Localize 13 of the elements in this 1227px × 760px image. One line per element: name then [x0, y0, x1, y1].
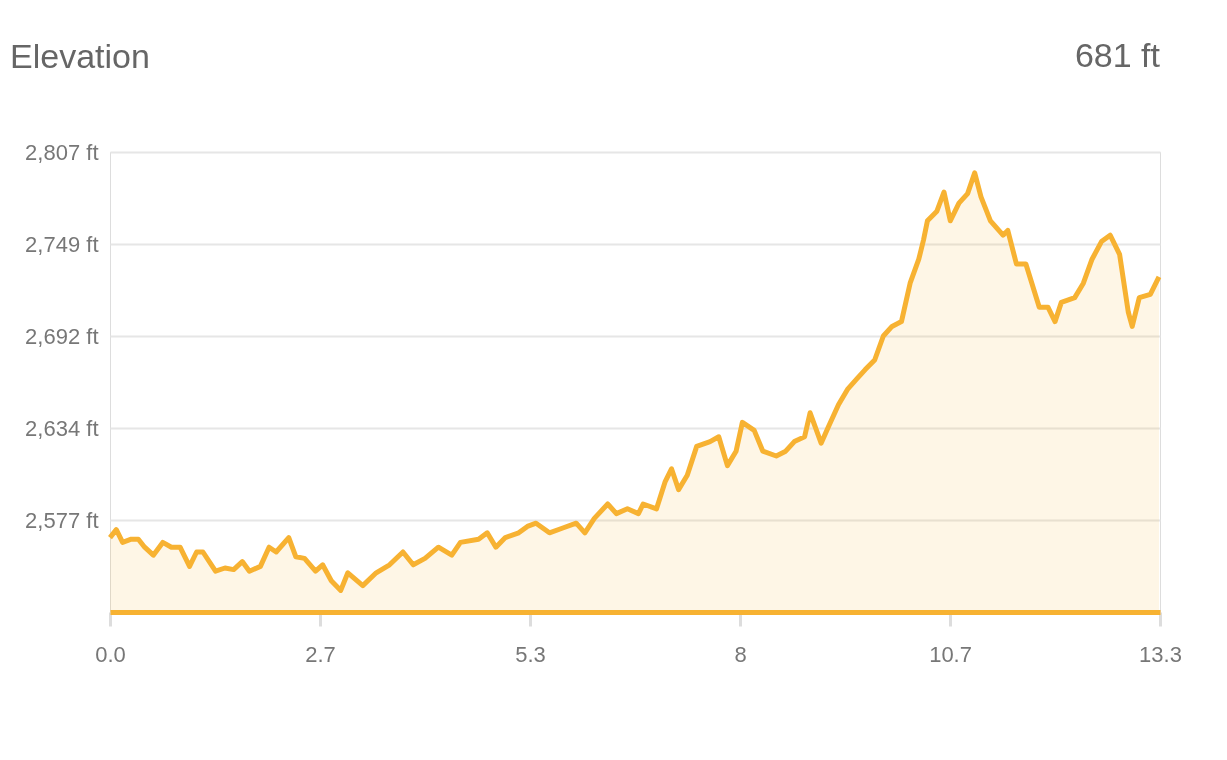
x-tick-label: 5.3 [515, 641, 546, 667]
chart-title: Elevation [10, 37, 150, 75]
text: 681 ft [1074, 36, 1161, 74]
x-tick-label: 8 [734, 641, 747, 667]
y-tick-label: 2,577 ft [25, 507, 99, 533]
x-tick-label: 13.3 [1139, 641, 1182, 667]
x-tick-label: 2.7 [305, 641, 336, 667]
x-tick-label: 10.7 [929, 641, 972, 667]
y-tick-label: 2,749 ft [25, 231, 99, 257]
x-tick-label: 0.0 [95, 641, 126, 667]
y-tick-label: 2,692 ft [25, 323, 99, 349]
y-tick-label: 2,634 ft [25, 415, 99, 441]
y-tick-label: 2,807 ft [25, 139, 99, 165]
